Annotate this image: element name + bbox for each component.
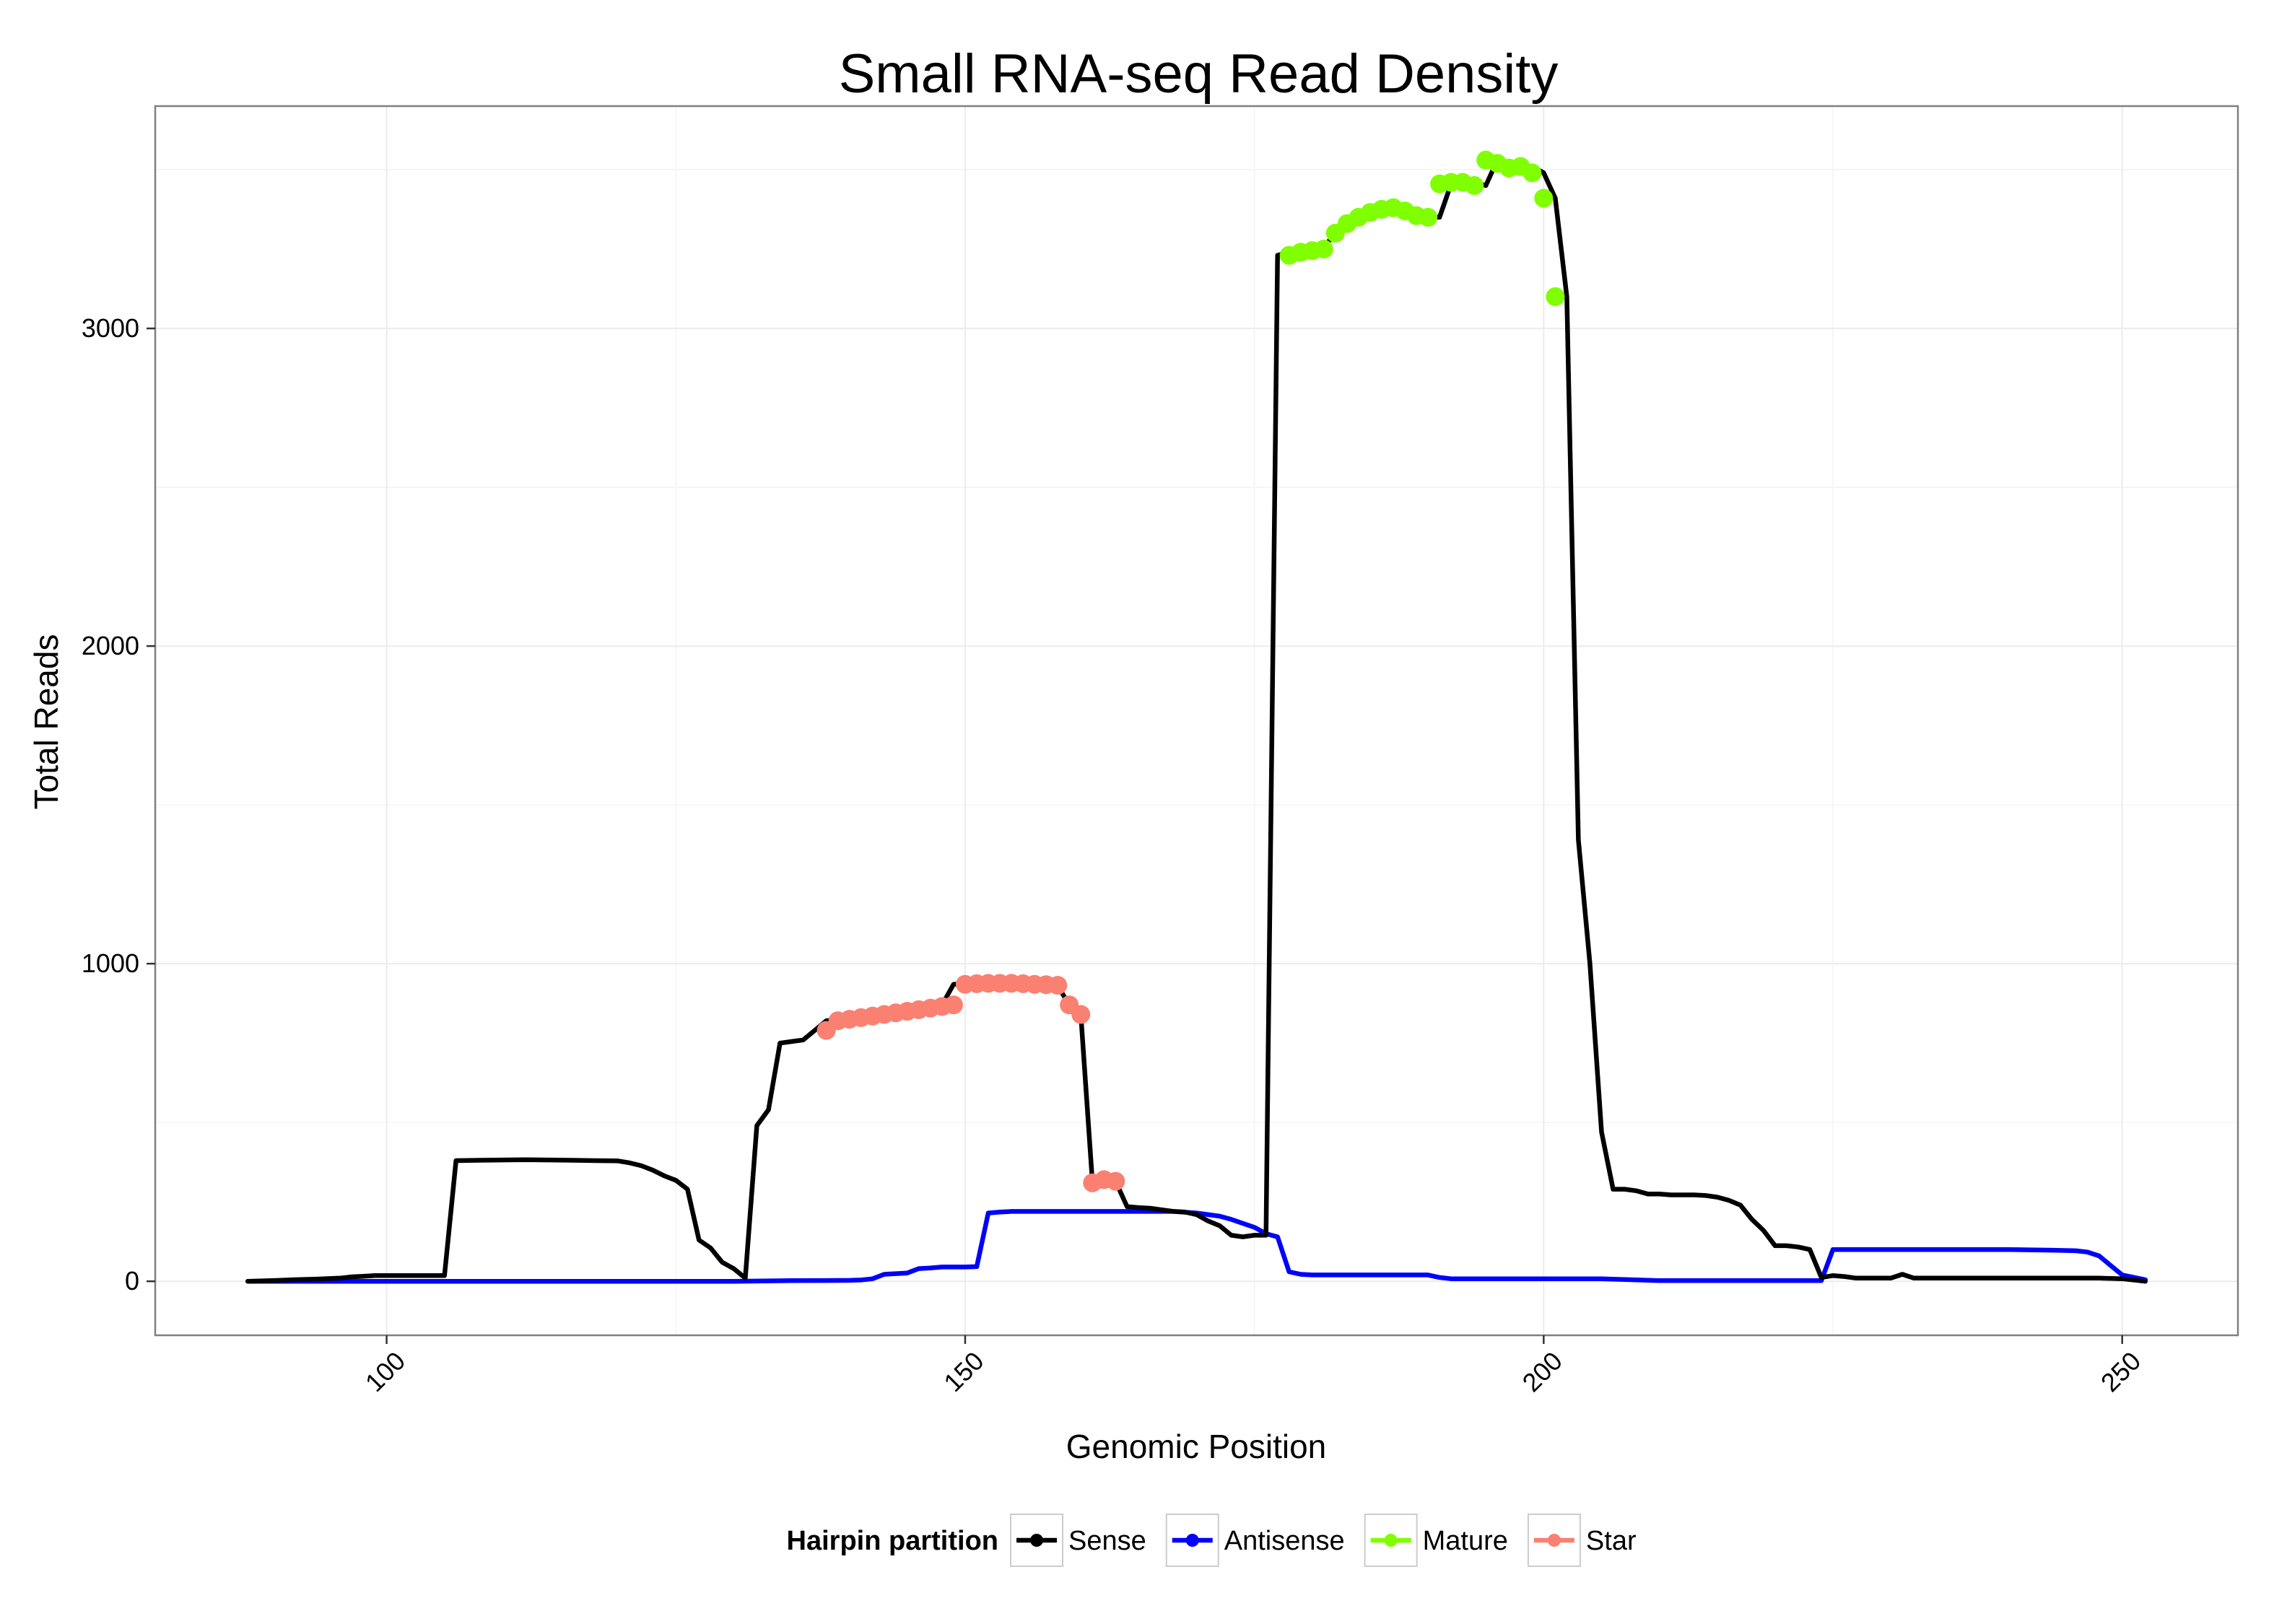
y-tick-label: 2000 <box>82 631 139 660</box>
legend-key-point <box>1185 1534 1199 1547</box>
data-point-star <box>1048 976 1068 995</box>
series-line-sense <box>245 157 2148 1284</box>
series-line-antisense <box>245 1209 2148 1284</box>
legend-key-point <box>1030 1534 1043 1547</box>
data-point-mature <box>1522 163 1542 183</box>
data-point-star <box>944 995 963 1015</box>
legend-label-star: Star <box>1586 1526 1637 1556</box>
y-axis: 0 1000 2000 3000 <box>82 313 155 1296</box>
data-point-mature <box>1419 208 1438 227</box>
plot-panel-border <box>154 105 2239 1337</box>
legend-label-mature: Mature <box>1423 1526 1508 1556</box>
y-tick-label: 1000 <box>82 948 139 978</box>
data-point-mature <box>1534 188 1554 208</box>
legend-label-sense: Sense <box>1068 1526 1146 1556</box>
legend-title: Hairpin partition <box>787 1526 998 1556</box>
data-point-star <box>1106 1171 1125 1191</box>
y-axis-title: Total Reads <box>27 634 65 810</box>
y-tick-label: 3000 <box>82 313 139 343</box>
legend-key-point <box>1547 1534 1561 1547</box>
legend: Hairpin partition Sense Antisense Mature St… <box>787 1514 1637 1567</box>
y-tick-label: 0 <box>125 1266 139 1296</box>
data-point-star <box>1071 1005 1091 1024</box>
x-axis-title: Genomic Position <box>1066 1428 1327 1465</box>
data-point-mature <box>1314 240 1333 258</box>
data-point-mature <box>1546 287 1565 306</box>
series-layer <box>245 150 2148 1284</box>
chart-title: Small RNA-seq Read Density <box>839 43 1559 105</box>
data-point-mature <box>1465 176 1484 195</box>
legend-label-antisense: Antisense <box>1224 1526 1345 1556</box>
legend-key-point <box>1384 1534 1398 1547</box>
